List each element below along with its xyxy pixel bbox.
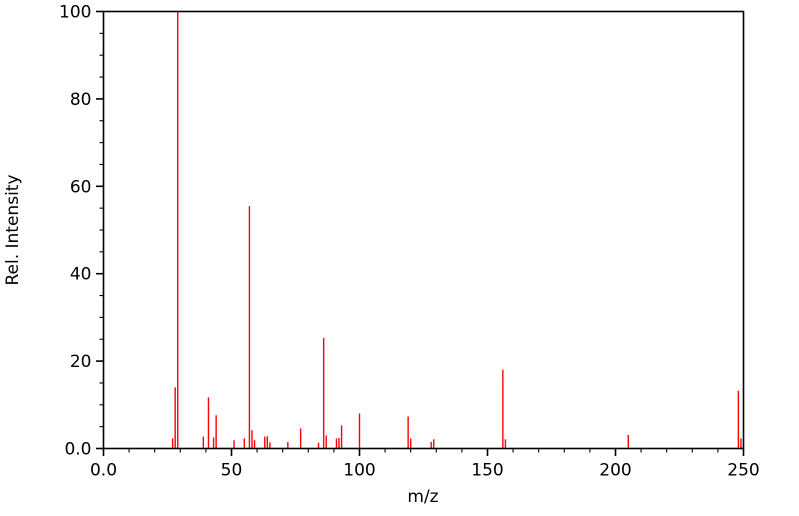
x-tick-labels: 0.0 50 100 150 200 250	[90, 461, 760, 481]
plot-border	[102, 10, 745, 450]
y-tick-label-100: 100	[59, 3, 91, 23]
x-tick-label-50: 50	[221, 461, 243, 481]
y-tick-label-20: 20	[70, 352, 92, 372]
x-tick-label-100: 100	[343, 461, 375, 481]
x-tick-label-200: 200	[599, 461, 631, 481]
peaks-series	[171, 11, 742, 448]
y-tick-labels: 0.0 20 40 60 80 100	[59, 3, 91, 460]
x-axis-ticks	[102, 448, 745, 456]
x-tick-label-250: 250	[727, 461, 759, 481]
y-tick-label-60: 60	[70, 177, 92, 197]
y-tick-label-80: 80	[70, 90, 92, 110]
x-axis-title: m/z	[407, 487, 438, 507]
y-tick-label-40: 40	[70, 265, 92, 285]
y-axis-title: Rel. Intensity	[3, 174, 23, 285]
x-tick-label-150: 150	[471, 461, 503, 481]
x-tick-label-0.0: 0.0	[90, 461, 117, 481]
y-axis-ticks	[96, 10, 104, 450]
y-tick-label-0.0: 0.0	[64, 440, 91, 460]
